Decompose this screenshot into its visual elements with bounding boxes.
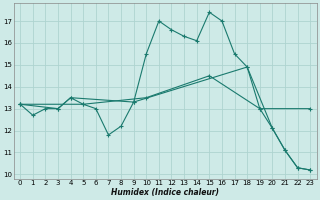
X-axis label: Humidex (Indice chaleur): Humidex (Indice chaleur) [111,188,219,197]
